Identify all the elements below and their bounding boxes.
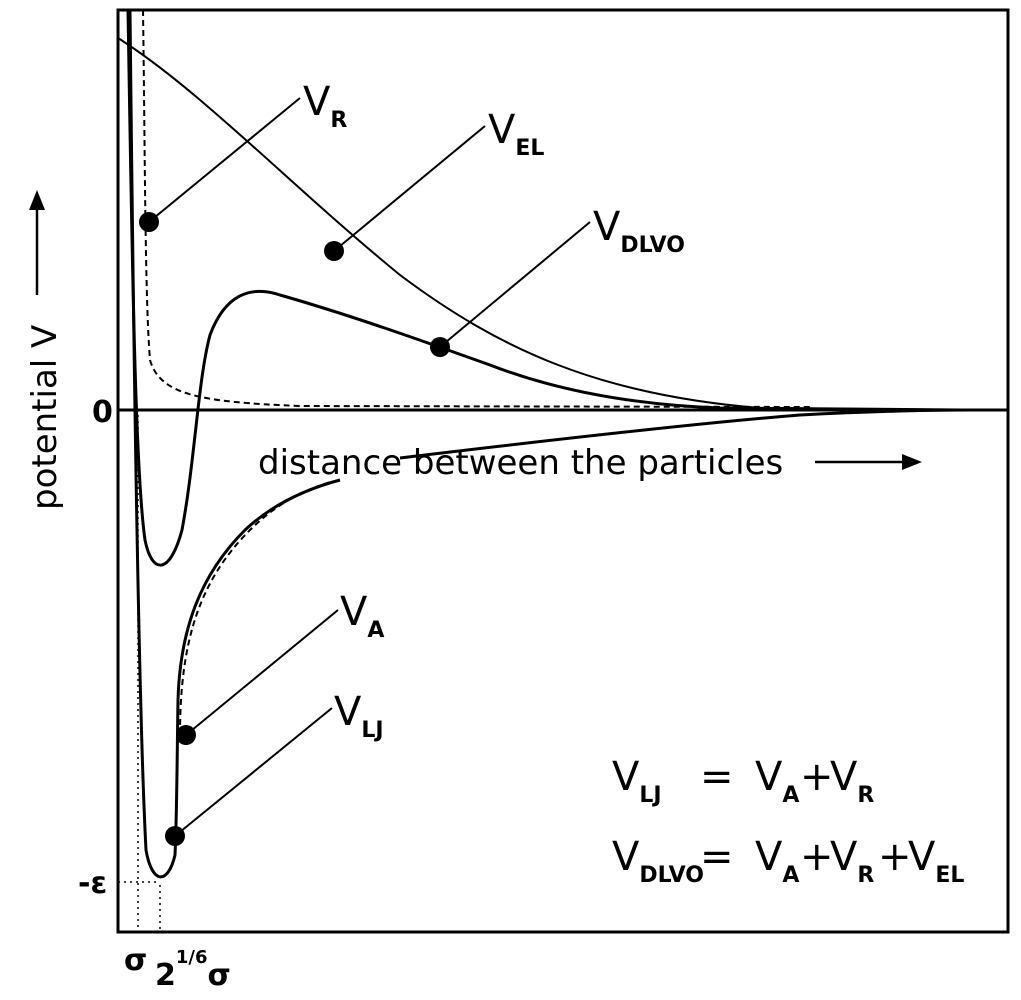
curve-v-lj [128, 9, 341, 879]
x-axis-label: distance between the particles [258, 443, 783, 483]
eq2-t1-sub: A [782, 863, 799, 888]
leader-line [439, 221, 591, 348]
y-axis-arrow-icon [29, 190, 45, 295]
eq2-t2-sub: R [857, 863, 874, 888]
svg-text:VA: VA [340, 589, 384, 643]
label-va: VA [176, 589, 384, 745]
eq2-t2: V [830, 834, 858, 880]
leader-line [174, 707, 333, 837]
eq1-lhs: V [612, 754, 640, 800]
curve-v-lj-tail [399, 408, 969, 460]
vdlvo-sub: DLVO [620, 233, 685, 258]
plot-frame [116, 8, 1010, 934]
eq1-t1: V [755, 754, 783, 800]
vel-base: V [488, 107, 516, 153]
eq1-t2: V [830, 754, 858, 800]
equation-dlvo: VDLVO = VA + VR + VEL [612, 834, 964, 892]
eq2-plus1: + [800, 834, 834, 880]
eq1-lhs-sub: LJ [639, 783, 661, 808]
svg-text:VLJ: VLJ [334, 689, 384, 743]
leader-line [333, 125, 486, 252]
eq2-lhs: V [612, 834, 640, 880]
eq1-equals: = [700, 754, 734, 800]
x-axis-arrow-icon [815, 454, 922, 470]
rmin-exp: 1/6 [176, 947, 208, 968]
vlj-sub: LJ [361, 718, 383, 743]
label-vr: VR [139, 79, 347, 232]
vel-sub: EL [515, 136, 544, 161]
eq2-equals: = [700, 834, 734, 880]
label-vlj: VLJ [165, 689, 384, 846]
rmin-sigma: σ [208, 958, 231, 993]
vlj-base: V [334, 689, 362, 735]
epsilon-label: -ε [78, 866, 107, 901]
svg-text:VR: VR [303, 79, 347, 133]
curve-v-r [142, 9, 811, 408]
leader-line [148, 97, 301, 223]
y-axis-label: potential V [25, 325, 65, 510]
va-base: V [340, 589, 368, 635]
eq2-t3-sub: EL [935, 863, 964, 888]
eq2-t3: V [908, 834, 936, 880]
eq2-lhs-sub: DLVO [639, 863, 704, 888]
label-vdlvo: VDLVO [430, 204, 685, 357]
eq2-plus2: + [878, 834, 912, 880]
svg-text:VDLVO: VDLVO [593, 204, 685, 258]
equation-lj: VLJ = VA + VR [612, 754, 874, 812]
eq1-plus1: + [800, 754, 834, 800]
rmin-base: 2 [155, 958, 176, 993]
zero-label: 0 [92, 395, 113, 430]
vr-base: V [303, 79, 331, 125]
vdlvo-base: V [593, 204, 621, 250]
eq1-t2-sub: R [857, 783, 874, 808]
va-sub: A [367, 618, 384, 643]
eq2-t1: V [755, 834, 783, 880]
vr-sub: R [330, 108, 347, 133]
svg-text:VEL: VEL [488, 107, 544, 161]
eq1-t1-sub: A [782, 783, 799, 808]
leader-line [185, 609, 339, 736]
label-vel: VEL [324, 107, 544, 261]
sigma-label: σ [124, 943, 147, 978]
curve-v-el [117, 37, 961, 411]
svg-text:21/6σ: 21/6σ [155, 947, 231, 993]
